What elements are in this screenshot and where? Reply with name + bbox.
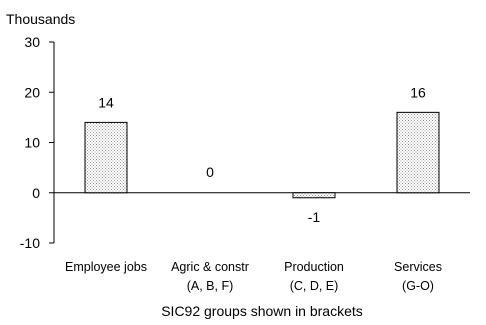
x-tick-labels: Employee jobs Agric & constr (A, B, F) Prod… xyxy=(65,260,442,293)
y-tick-label: 10 xyxy=(24,135,40,151)
data-label: 14 xyxy=(98,94,114,110)
y-tick-label: 20 xyxy=(24,84,40,100)
y-unit-label: Thousands xyxy=(6,11,75,27)
x-tick-label: Employee jobs xyxy=(65,260,147,274)
y-tick-label: 30 xyxy=(24,34,40,50)
bars xyxy=(84,111,440,199)
x-tick-code: (C, D, E) xyxy=(290,279,339,293)
y-tick-label: -10 xyxy=(20,235,40,251)
data-label: -1 xyxy=(308,209,321,225)
x-tick-code: (A, B, F) xyxy=(187,279,234,293)
bar xyxy=(84,121,128,194)
data-labels: 14 0 -1 16 xyxy=(98,84,426,224)
bar xyxy=(292,192,336,199)
data-label: 16 xyxy=(410,84,426,100)
x-axis-title: SIC92 groups shown in brackets xyxy=(161,303,363,319)
x-tick-code: (G-O) xyxy=(402,279,434,293)
y-tick-label: 0 xyxy=(32,185,40,201)
data-label: 0 xyxy=(206,164,214,180)
x-tick-label: Agric & constr xyxy=(171,260,249,274)
bar xyxy=(396,111,440,194)
x-tick-label: Production xyxy=(284,260,344,274)
x-tick-label: Services xyxy=(394,260,442,274)
